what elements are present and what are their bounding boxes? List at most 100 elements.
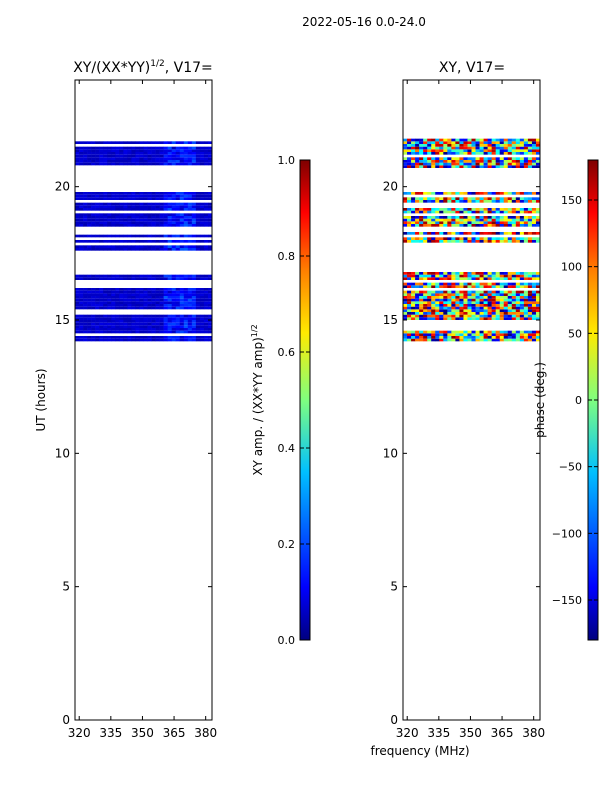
heatmap-cell [79, 336, 84, 339]
heatmap-cell [423, 298, 428, 302]
heatmap-cell [431, 192, 436, 195]
heatmap-cell [519, 138, 525, 142]
heatmap-cell [503, 232, 509, 235]
heatmap-cell [527, 304, 533, 307]
heatmap-cell [503, 237, 509, 240]
heatmap-cell [471, 282, 476, 286]
heatmap-cell [139, 240, 144, 243]
heatmap-cell [91, 274, 96, 278]
heatmap-cell [95, 274, 100, 278]
heatmap-cell [191, 338, 197, 342]
heatmap-cell [171, 330, 177, 334]
heatmap-cell [487, 165, 492, 168]
heatmap-cell [99, 290, 104, 294]
heatmap-cell [167, 194, 173, 198]
heatmap-cell [79, 306, 84, 310]
heatmap-cell [403, 138, 408, 142]
heatmap-cell [183, 154, 189, 158]
heatmap-cell [451, 240, 456, 243]
heatmap-cell [503, 306, 509, 310]
heatmap-cell [179, 192, 185, 195]
heatmap-cell [151, 274, 156, 278]
heatmap-cell [463, 162, 468, 166]
heatmap-cell [87, 224, 92, 227]
heatmap-cell [403, 152, 408, 155]
heatmap-cell [175, 154, 181, 158]
heatmap-cell [435, 152, 440, 155]
heatmap-cell [519, 146, 525, 150]
heatmap-cell [527, 314, 533, 318]
heatmap-cell [131, 304, 136, 307]
heatmap-cell [203, 160, 209, 163]
heatmap-cell [83, 218, 88, 222]
heatmap-cell [75, 298, 80, 302]
heatmap-cell [503, 200, 509, 203]
heatmap-cell [191, 245, 197, 248]
heatmap-cell [203, 277, 209, 280]
heatmap-cell [487, 304, 492, 307]
heatmap-cell [447, 165, 452, 168]
heatmap-cell [507, 330, 513, 334]
heatmap-cell [163, 205, 168, 208]
heatmap-cell [179, 149, 185, 152]
heatmap-cell [455, 333, 460, 336]
heatmap-cell [515, 232, 521, 235]
heatmap-cell [151, 325, 156, 328]
heatmap-cell [463, 138, 468, 142]
heatmap-cell [91, 336, 96, 339]
heatmap-cell [439, 304, 444, 307]
heatmap-cell [195, 317, 201, 320]
heatmap-cell [115, 336, 120, 339]
heatmap-cell [131, 152, 136, 155]
heatmap-cell [167, 213, 173, 216]
heatmap-cell [143, 330, 148, 334]
heatmap-cell [479, 298, 484, 302]
heatmap-cell [515, 336, 521, 339]
heatmap-cell [163, 274, 168, 278]
heatmap-cell [191, 304, 197, 307]
heatmap-cell [451, 200, 456, 203]
heatmap-cell [147, 224, 152, 227]
heatmap-cell [207, 205, 213, 208]
heatmap-cell [159, 141, 164, 144]
heatmap-cell [479, 165, 484, 168]
heatmap-cell [99, 213, 104, 216]
heatmap-cell [155, 218, 160, 222]
heatmap-cell [187, 157, 193, 160]
heatmap-cell [75, 146, 80, 150]
heatmap-cell [531, 314, 537, 318]
heatmap-cell [423, 160, 428, 163]
heatmap-cell [151, 197, 156, 200]
heatmap-cell [467, 144, 472, 147]
heatmap-cell [431, 301, 436, 304]
heatmap-cell [419, 290, 424, 294]
heatmap-cell [151, 157, 156, 160]
heatmap-cell [499, 232, 505, 235]
heatmap-cell [195, 314, 201, 318]
heatmap-cell [495, 333, 501, 336]
heatmap-cell [495, 216, 501, 219]
heatmap-cell [523, 298, 529, 302]
heatmap-cell [423, 314, 428, 318]
heatmap-cell [419, 285, 424, 288]
heatmap-cell [447, 146, 452, 150]
heatmap-cell [407, 293, 412, 296]
heatmap-cell [183, 202, 189, 206]
heatmap-cell [135, 152, 140, 155]
heatmap-cell [507, 197, 513, 200]
heatmap-cell [479, 338, 484, 342]
heatmap-cell [171, 152, 177, 155]
heatmap-cell [515, 309, 521, 312]
heatmap-cell [467, 296, 472, 299]
heatmap-cell [427, 146, 432, 150]
heatmap-cell [199, 213, 205, 216]
heatmap-cell [459, 293, 464, 296]
heatmap-cell [199, 277, 205, 280]
heatmap-cell [103, 330, 108, 334]
heatmap-cell [507, 293, 513, 296]
heatmap-cell [139, 277, 144, 280]
heatmap-cell [127, 149, 132, 152]
heatmap-cell [199, 298, 205, 302]
heatmap-cell [403, 290, 408, 294]
